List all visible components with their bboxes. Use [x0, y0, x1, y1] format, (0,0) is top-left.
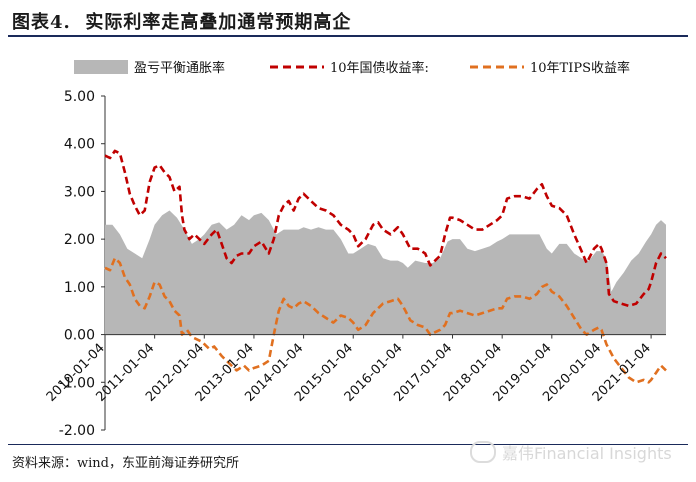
legend-label-tips: 10年TIPS收益率: [530, 60, 630, 76]
y-tick-label: -2.00: [59, 423, 95, 439]
y-tick-label: 2.00: [64, 232, 95, 248]
series-breakeven-area: [105, 210, 666, 335]
figure-title: 图表4. 实际利率走高叠加通常预期高企: [12, 12, 352, 33]
legend-label-breakeven: 盈亏平衡通胀率: [134, 60, 225, 76]
y-tick-label: 4.00: [64, 137, 95, 153]
y-tick-label: 0.00: [64, 328, 95, 344]
footer-divider: [8, 444, 688, 445]
y-tick-label: 3.00: [64, 184, 95, 200]
y-tick-label: -1.00: [59, 375, 95, 391]
legend-swatch-breakeven: [74, 60, 128, 74]
y-axis: 5.00 4.00 3.00 2.00 1.00 0.00 -1.00 -2.00: [59, 89, 106, 439]
series-nominal-line: [104, 149, 667, 308]
wechat-icon: [470, 441, 496, 463]
x-axis: 2010-01-042011-01-042012-01-042013-01-04…: [44, 334, 666, 405]
source-note: 资料来源：wind，东亚前海证券研究所: [12, 456, 239, 471]
title-divider: [8, 35, 688, 37]
chart: 盈亏平衡通胀率 10年国债收益率: 10年TIPS收益率 5.00 4.00 3.0…: [44, 60, 667, 439]
watermark: 嘉伟Financial Insights: [470, 440, 672, 464]
legend-label-nominal: 10年国债收益率:: [330, 60, 429, 76]
y-tick-label: 5.00: [64, 89, 95, 105]
legend: 盈亏平衡通胀率 10年国债收益率: 10年TIPS收益率: [74, 60, 630, 76]
watermark-text: 嘉伟Financial Insights: [502, 444, 672, 463]
y-tick-label: 1.00: [64, 280, 95, 296]
